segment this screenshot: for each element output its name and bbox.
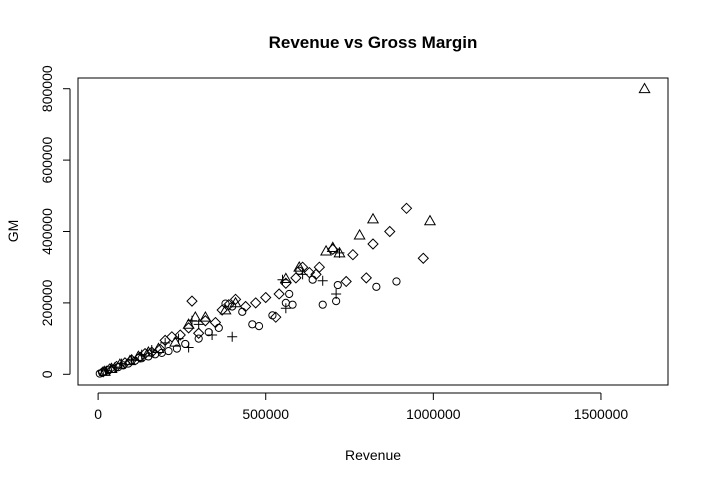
data-point-circle bbox=[333, 280, 342, 290]
data-point-diamond bbox=[360, 272, 373, 284]
data-point-plus bbox=[334, 247, 345, 258]
data-point-triangle bbox=[353, 228, 366, 240]
data-point-diamond bbox=[260, 291, 272, 304]
data-point-diamond bbox=[182, 322, 195, 334]
data-point-diamond bbox=[229, 293, 242, 306]
data-point-plus bbox=[109, 362, 120, 373]
chart-title: Revenue vs Gross Margin bbox=[269, 33, 478, 52]
plot-frame bbox=[77, 77, 669, 386]
data-point-triangle bbox=[152, 342, 165, 353]
data-point-diamond bbox=[340, 275, 352, 288]
data-point-diamond bbox=[192, 327, 205, 339]
y-axis-label: GM bbox=[5, 220, 21, 243]
data-point-plus bbox=[183, 342, 194, 353]
data-point-triangle bbox=[219, 303, 232, 315]
data-point-triangle bbox=[326, 241, 339, 252]
data-point-circle bbox=[285, 289, 294, 299]
data-point-triangle bbox=[142, 345, 155, 357]
data-point-triangle bbox=[132, 350, 145, 361]
data-point-diamond bbox=[347, 248, 359, 261]
data-point-plus bbox=[101, 365, 112, 376]
x-tick-label: 500000 bbox=[242, 406, 289, 422]
y-tick-label: 400000 bbox=[39, 208, 55, 255]
data-point-diamond bbox=[154, 343, 166, 356]
data-point-diamond bbox=[249, 297, 262, 309]
data-point-triangle bbox=[423, 214, 437, 226]
data-point-triangle bbox=[199, 310, 212, 322]
data-point-diamond bbox=[417, 252, 429, 264]
y-tick-label: 0 bbox=[39, 370, 55, 378]
data-point-circle bbox=[372, 282, 381, 291]
data-point-plus bbox=[160, 337, 171, 348]
data-point-diamond bbox=[367, 238, 379, 250]
data-point-circle bbox=[248, 320, 257, 329]
y-tick-label: 800000 bbox=[39, 65, 55, 112]
data-point-plus bbox=[126, 354, 137, 365]
data-point-diamond bbox=[239, 300, 252, 313]
data-point-circle bbox=[238, 307, 247, 316]
data-point-circle bbox=[164, 346, 173, 356]
data-point-diamond bbox=[209, 316, 222, 329]
data-point-triangle bbox=[169, 335, 182, 347]
data-point-circle bbox=[194, 334, 203, 343]
data-point-diamond bbox=[290, 272, 302, 284]
data-point-circle bbox=[254, 321, 264, 331]
data-point-plus bbox=[331, 288, 342, 299]
x-axis: 0 500000 1000000 1500000 bbox=[94, 392, 629, 422]
data-point-diamond bbox=[199, 315, 212, 327]
data-point-plus bbox=[193, 319, 204, 330]
data-point-plus bbox=[227, 331, 238, 342]
data-point-plus bbox=[173, 333, 184, 344]
data-point-circle bbox=[221, 299, 230, 308]
data-point-plus bbox=[297, 269, 308, 280]
y-tick-label: 200000 bbox=[39, 279, 55, 326]
data-point-plus bbox=[207, 330, 218, 341]
data-point-triangle bbox=[229, 296, 242, 308]
x-tick-label: 0 bbox=[94, 406, 102, 422]
data-point-diamond bbox=[186, 295, 198, 307]
data-point-circle bbox=[214, 323, 223, 332]
data-point-diamond bbox=[270, 311, 282, 323]
data-point-diamond bbox=[216, 304, 228, 316]
data-point-diamond bbox=[400, 202, 413, 215]
x-tick-label: 1500000 bbox=[574, 406, 629, 422]
data-point-diamond bbox=[273, 288, 285, 300]
data-point-triangle bbox=[105, 362, 118, 373]
data-point-circle bbox=[181, 339, 190, 349]
x-axis-label: Revenue bbox=[345, 447, 401, 463]
data-point-circle bbox=[288, 300, 297, 309]
y-axis: 0 200000 400000 600000 800000 bbox=[39, 65, 71, 378]
data-point-plus bbox=[280, 303, 291, 314]
data-point-diamond bbox=[303, 266, 316, 279]
data-point-diamond bbox=[174, 329, 186, 341]
data-point-diamond bbox=[313, 261, 326, 273]
data-point-plus bbox=[116, 358, 127, 369]
data-point-plus bbox=[186, 315, 197, 326]
data-point-triangle bbox=[279, 272, 292, 284]
data-point-plus bbox=[277, 274, 288, 285]
data-point-diamond bbox=[384, 225, 396, 238]
data-point-triangle bbox=[293, 260, 306, 272]
data-point-triangle bbox=[638, 82, 651, 94]
x-tick-label: 1000000 bbox=[406, 406, 461, 422]
data-point-circle bbox=[318, 300, 327, 309]
data-point-triangle bbox=[123, 354, 137, 366]
data-points bbox=[95, 82, 651, 378]
data-point-plus bbox=[136, 349, 147, 360]
data-point-triangle bbox=[366, 212, 380, 224]
data-point-plus bbox=[317, 275, 328, 286]
data-point-triangle bbox=[182, 318, 195, 329]
data-point-circle bbox=[392, 277, 401, 286]
y-tick-label: 600000 bbox=[39, 137, 55, 184]
data-point-plus bbox=[146, 345, 157, 356]
data-point-circle bbox=[172, 344, 181, 353]
